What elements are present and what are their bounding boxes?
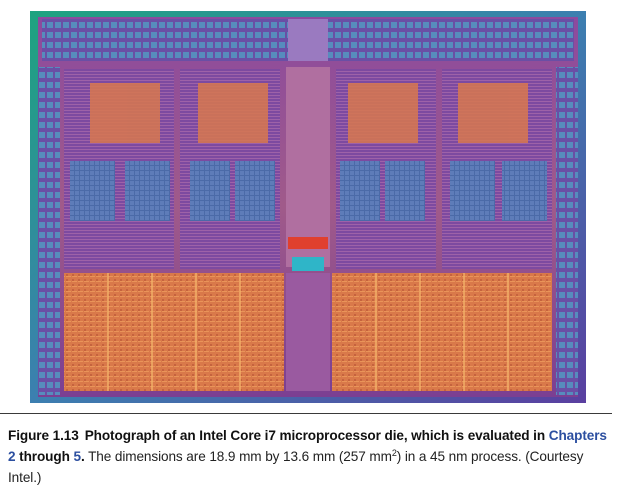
caption-rule	[0, 413, 612, 414]
title-period: .	[80, 449, 85, 464]
superscript-2: 2	[391, 448, 397, 458]
caption-body: The dimensions are 18.9 mm by 13.6 mm (2…	[84, 449, 392, 464]
through-text: through	[19, 449, 70, 464]
figure-caption: Figure 1.13 Photograph of an Intel Core i…	[8, 425, 612, 488]
chapter-link[interactable]: Chapters 2	[8, 428, 607, 464]
chapter-link-5[interactable]: 5	[73, 449, 81, 464]
figure-title: Photograph of an Intel Core i7 microproc…	[84, 428, 546, 443]
figure-label: Figure 1.13	[8, 428, 79, 443]
die-photograph	[30, 11, 586, 403]
caption-body-end: ) in a 45 nm process. (Courtesy Intel.)	[8, 449, 584, 485]
